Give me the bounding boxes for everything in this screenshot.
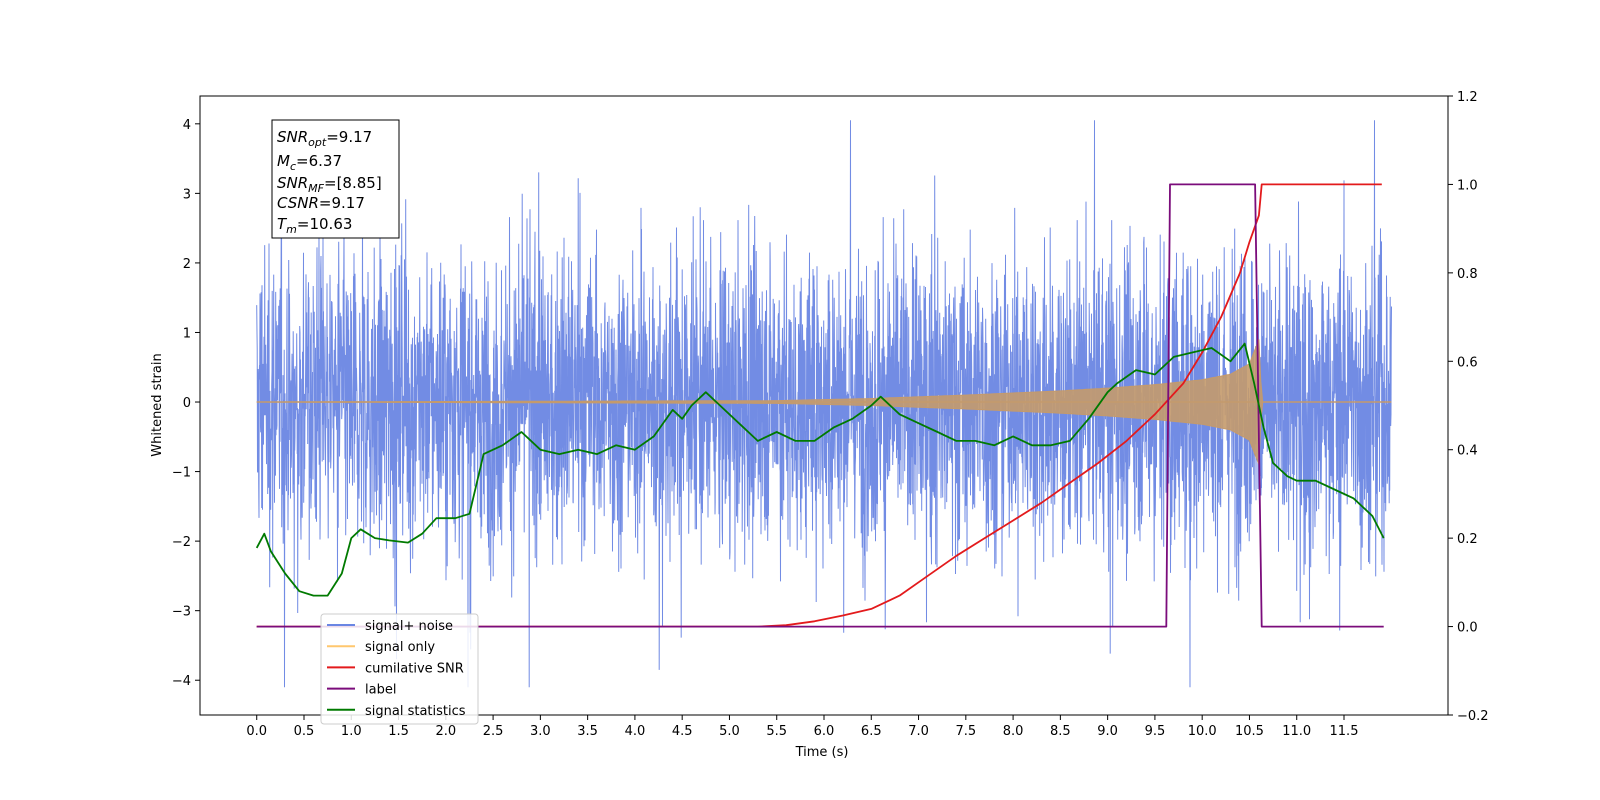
y-tick-label: −4: [172, 674, 191, 689]
legend-cumulative-snr-text: cumilative SNR: [365, 661, 464, 676]
x-tick-label: 4.5: [672, 724, 693, 739]
line-series: [255, 183, 1385, 628]
mc-sub: c: [290, 160, 296, 173]
x-tick-label: 10.5: [1235, 724, 1264, 739]
x-tick-label: 5.5: [766, 724, 787, 739]
x-tick-label: 8.5: [1050, 724, 1071, 739]
mc-value: =6.37: [296, 152, 342, 170]
x-tick-label: 2.0: [435, 724, 456, 739]
y-axis-label: Whitened strain: [150, 353, 165, 456]
y2-tick-label: 1.2: [1457, 90, 1478, 105]
x-tick-label: 9.0: [1097, 724, 1118, 739]
mc-label: M: [277, 152, 290, 170]
x-tick-label: 7.0: [908, 724, 929, 739]
snr-mf-sub: MF: [308, 182, 324, 195]
svg-text:Mc=6.37: Mc=6.37: [277, 152, 342, 173]
snr-mf-value: =[8.85]: [324, 174, 382, 192]
snr-mf-label: SNR: [277, 174, 308, 192]
y-tick-label: −3: [172, 605, 191, 620]
legend-signal-statistics-text: signal statistics: [365, 704, 466, 719]
x-tick-label: 1.5: [388, 724, 409, 739]
legend-signal-noise-text: signal+ noise: [365, 619, 453, 634]
svg-text:CSNR=9.17: CSNR=9.17: [277, 194, 365, 212]
x-tick-label: 0.5: [294, 724, 315, 739]
x-tick-label: 3.0: [530, 724, 551, 739]
x-tick-label: 4.0: [625, 724, 646, 739]
x-tick-label: 10.0: [1188, 724, 1217, 739]
snr-opt-label: SNR: [277, 128, 308, 146]
y2-tick-label: 0.6: [1457, 355, 1478, 370]
x-axis-label: Time (s): [795, 745, 849, 760]
y-tick-label: 3: [183, 187, 191, 202]
tm-value: =10.63: [297, 215, 353, 233]
y2-tick-label: 0.8: [1457, 267, 1478, 282]
legend-label-text: label: [365, 683, 396, 698]
signal-statistics-line: [255, 342, 1385, 597]
x-tick-label: 8.0: [1003, 724, 1024, 739]
snr-opt-sub: opt: [308, 136, 327, 149]
snr-opt-value: =9.17: [326, 128, 372, 146]
y-tick-label: 1: [183, 326, 191, 341]
y-tick-label: 0: [183, 396, 191, 411]
y2-tick-label: 0.2: [1457, 532, 1478, 547]
y-axis-left: −4 −3 −2 −1 0 1 2 3 4: [172, 118, 200, 689]
y2-tick-label: 1.0: [1457, 178, 1478, 193]
x-tick-label: 2.5: [483, 724, 504, 739]
y-tick-label: 2: [183, 257, 191, 272]
y-tick-label: −1: [172, 466, 191, 481]
legend-signal-only-text: signal only: [365, 640, 435, 655]
y-tick-label: −2: [172, 535, 191, 550]
x-tick-label: 1.0: [341, 724, 362, 739]
x-tick-label: 5.0: [719, 724, 740, 739]
svg-text:SNRopt=9.17: SNRopt=9.17: [277, 128, 372, 149]
y-tick-label: 4: [183, 118, 191, 133]
x-tick-label: 7.5: [955, 724, 976, 739]
x-tick-label: 11.0: [1282, 724, 1311, 739]
cumulative-snr-line: [256, 183, 1382, 628]
y-axis-right: −0.2 0.0 0.2 0.4 0.6 0.8 1.0 1.2: [1448, 90, 1489, 724]
y2-tick-label: 0.4: [1457, 444, 1478, 459]
svg-text:SNRMF=[8.85]: SNRMF=[8.85]: [277, 174, 382, 195]
label-line: [256, 183, 1384, 628]
x-tick-label: 11.5: [1330, 724, 1359, 739]
svg-text:Tm=10.63: Tm=10.63: [277, 215, 352, 236]
tm-label: T: [277, 215, 288, 233]
x-tick-label: 3.5: [577, 724, 598, 739]
y2-tick-label: 0.0: [1457, 621, 1478, 636]
x-axis: 0.0 0.5 1.0 1.5 2.0 2.5 3.0 3.5 4.0 4.5 5.0 5.5 6.0 6…: [246, 715, 1358, 739]
csnr-value: =9.17: [319, 194, 365, 212]
tm-sub: m: [286, 223, 297, 236]
csnr-label: CSNR: [277, 194, 319, 212]
x-tick-label: 6.0: [814, 724, 835, 739]
legend: signal+ noise signal only cumilative SNR la…: [320, 613, 479, 725]
x-tick-label: 6.5: [861, 724, 882, 739]
y2-tick-label: −0.2: [1457, 709, 1489, 724]
x-tick-label: 0.0: [246, 724, 267, 739]
signal-only-series: [256, 339, 1392, 465]
x-tick-label: 9.5: [1145, 724, 1166, 739]
info-box: SNRopt=9.17 Mc=6.37 SNRMF=[8.85] CSNR=9.…: [271, 119, 400, 239]
